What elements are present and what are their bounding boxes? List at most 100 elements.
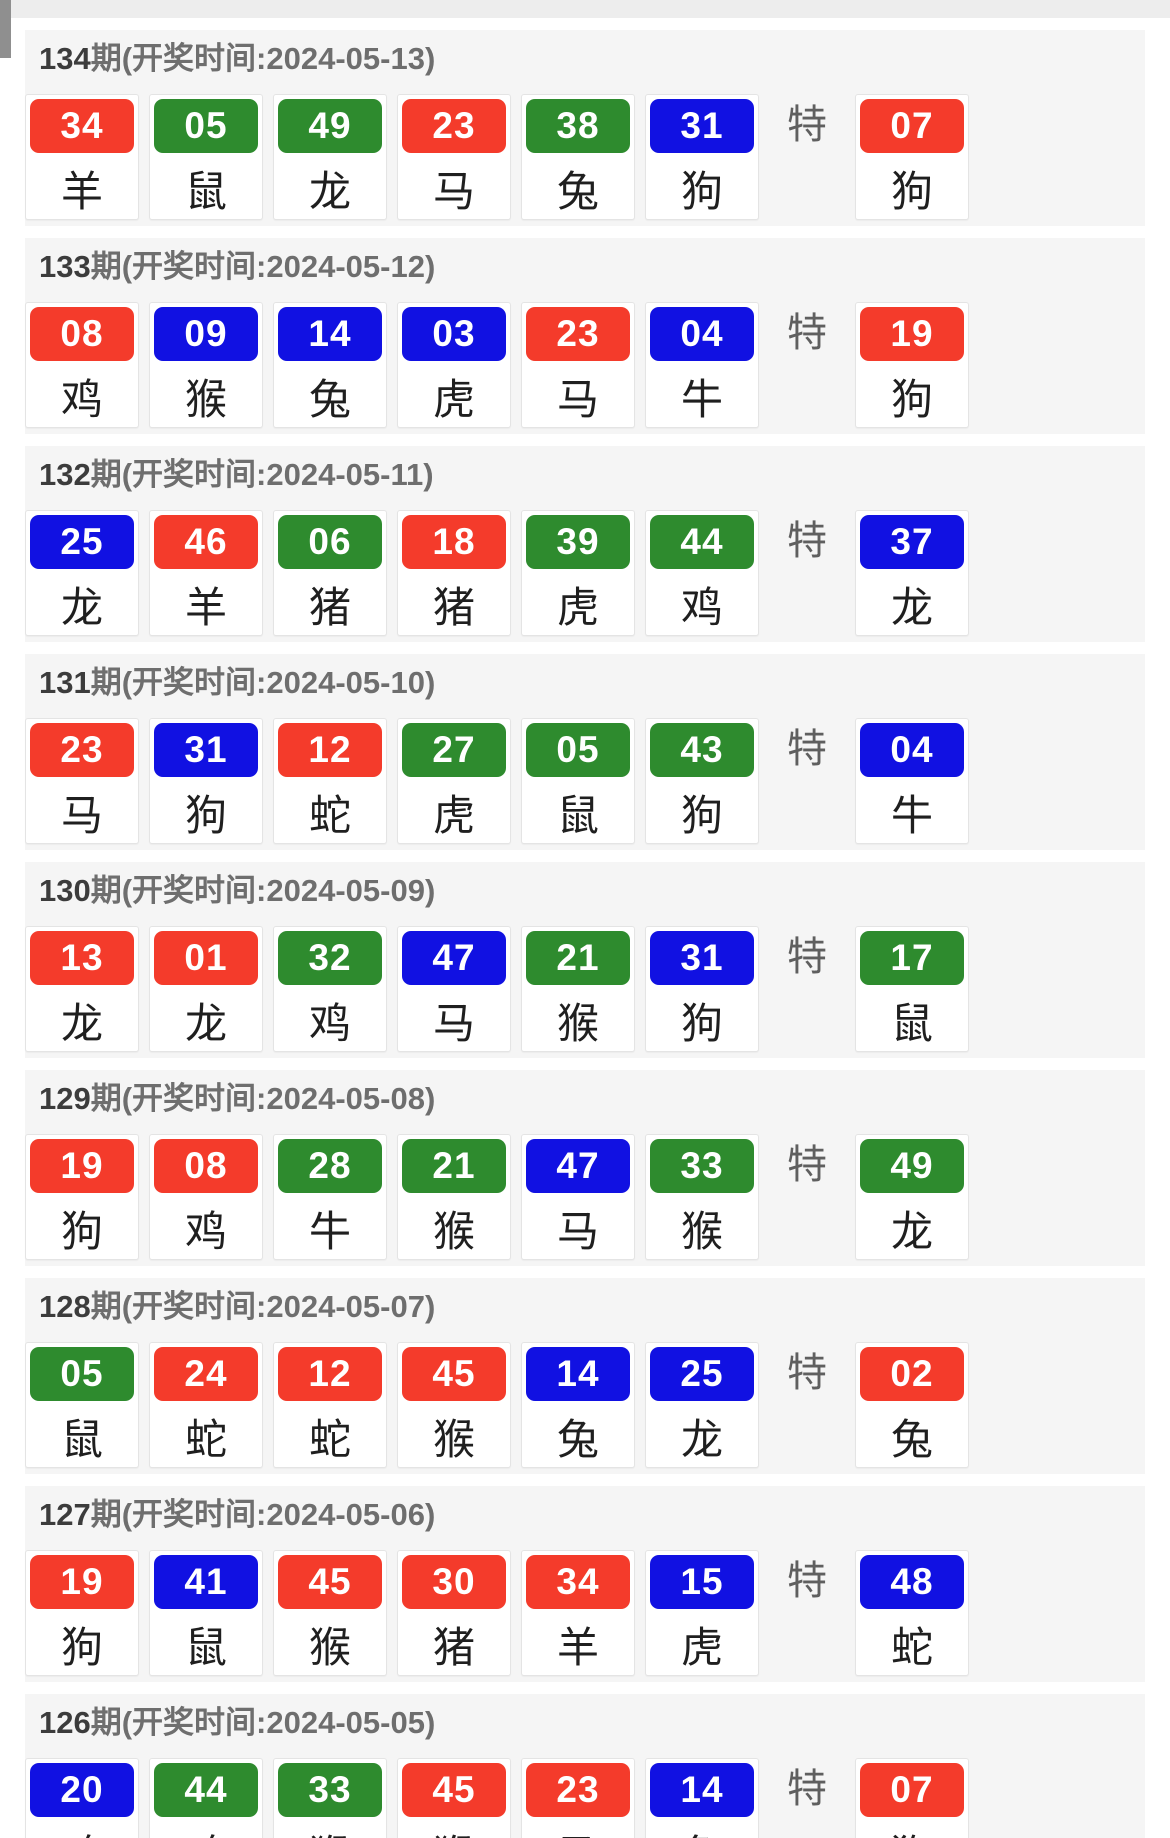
draw-results-list: 134期(开奖时间:2024-05-13) 34 羊 05 鼠 49 龙 23 … xyxy=(25,30,1145,1838)
draw-header: 134期(开奖时间:2024-05-13) xyxy=(25,36,1145,94)
number-cell: 34 羊 xyxy=(25,94,139,220)
number-badge: 33 xyxy=(650,1139,754,1193)
number-badge: 47 xyxy=(402,931,506,985)
number-cell: 30 猪 xyxy=(397,1550,511,1676)
zodiac-label: 龙 xyxy=(308,167,351,215)
draw-time: 期(开奖时间:2024-05-05) xyxy=(90,1705,436,1740)
zodiac-label: 兔 xyxy=(646,1821,758,1838)
draw-time: 期(开奖时间:2024-05-11) xyxy=(90,457,434,492)
number-cell: 21 猴 xyxy=(521,926,635,1052)
zodiac-label: 狗 xyxy=(890,375,933,423)
draw-section: 126期(开奖时间:2024-05-05) 20 鸡 44 鸡 33 猴 45 … xyxy=(25,1694,1145,1838)
period-number: 131 xyxy=(39,665,91,700)
special-separator: 特 xyxy=(769,94,845,154)
number-badge: 19 xyxy=(30,1139,134,1193)
zodiac-label: 龙 xyxy=(680,1415,723,1463)
number-badge: 14 xyxy=(650,1763,754,1817)
number-cell: 17 鼠 xyxy=(855,926,969,1052)
zodiac-label: 猴 xyxy=(308,1623,351,1671)
number-cell: 14 兔 xyxy=(521,1342,635,1468)
number-cell: 14 兔 xyxy=(645,1758,759,1838)
draw-section: 130期(开奖时间:2024-05-09) 13 龙 01 龙 32 鸡 47 … xyxy=(25,862,1145,1058)
number-badge: 05 xyxy=(154,99,258,153)
special-separator: 特 xyxy=(769,302,845,362)
number-cell: 48 蛇 xyxy=(855,1550,969,1676)
number-cell: 15 虎 xyxy=(645,1550,759,1676)
zodiac-label: 猴 xyxy=(432,1207,475,1255)
draw-section: 129期(开奖时间:2024-05-08) 19 狗 08 鸡 28 牛 21 … xyxy=(25,1070,1145,1266)
number-cell: 49 龙 xyxy=(273,94,387,220)
number-badge: 07 xyxy=(860,1763,964,1817)
numbers-row: 23 马 31 狗 12 蛇 27 虎 05 鼠 43 狗 特 04 牛 xyxy=(25,718,1145,844)
number-badge: 34 xyxy=(526,1555,630,1609)
draw-header: 130期(开奖时间:2024-05-09) xyxy=(25,868,1145,926)
draw-section: 133期(开奖时间:2024-05-12) 08 鸡 09 猴 14 兔 03 … xyxy=(25,238,1145,434)
number-badge: 37 xyxy=(860,515,964,569)
number-badge: 14 xyxy=(278,307,382,361)
draw-header: 133期(开奖时间:2024-05-12) xyxy=(25,244,1145,302)
number-badge: 31 xyxy=(650,99,754,153)
number-badge: 21 xyxy=(402,1139,506,1193)
zodiac-label: 蛇 xyxy=(308,791,351,839)
draw-header: 129期(开奖时间:2024-05-08) xyxy=(25,1076,1145,1134)
special-label: 特 xyxy=(787,1143,827,1187)
number-cell: 07 狗 xyxy=(855,1758,969,1838)
zodiac-label: 鸡 xyxy=(308,999,351,1047)
number-badge: 49 xyxy=(278,99,382,153)
zodiac-label: 羊 xyxy=(556,1623,599,1671)
number-cell: 05 鼠 xyxy=(521,718,635,844)
number-cell: 25 龙 xyxy=(25,510,139,636)
number-badge: 05 xyxy=(30,1347,134,1401)
numbers-row: 13 龙 01 龙 32 鸡 47 马 21 猴 31 狗 特 17 鼠 xyxy=(25,926,1145,1052)
number-badge: 44 xyxy=(650,515,754,569)
number-cell: 12 蛇 xyxy=(273,1342,387,1468)
number-cell: 03 虎 xyxy=(397,302,511,428)
number-cell: 14 兔 xyxy=(273,302,387,428)
zodiac-label: 狗 xyxy=(680,791,723,839)
numbers-row: 25 龙 46 羊 06 猪 18 猪 39 虎 44 鸡 特 37 龙 xyxy=(25,510,1145,636)
number-badge: 20 xyxy=(30,1763,134,1817)
number-cell: 04 牛 xyxy=(855,718,969,844)
zodiac-label: 牛 xyxy=(680,375,723,423)
number-cell: 08 鸡 xyxy=(25,302,139,428)
number-badge: 19 xyxy=(30,1555,134,1609)
number-cell: 23 马 xyxy=(521,302,635,428)
number-cell: 31 狗 xyxy=(645,926,759,1052)
number-cell: 46 羊 xyxy=(149,510,263,636)
number-badge: 27 xyxy=(402,723,506,777)
number-cell: 45 猴 xyxy=(397,1758,511,1838)
zodiac-label: 鼠 xyxy=(184,167,227,215)
draw-section: 132期(开奖时间:2024-05-11) 25 龙 46 羊 06 猪 18 … xyxy=(25,446,1145,642)
number-cell: 44 鸡 xyxy=(149,1758,263,1838)
special-label: 特 xyxy=(787,1767,827,1811)
special-label: 特 xyxy=(787,519,827,563)
number-badge: 08 xyxy=(30,307,134,361)
numbers-row: 19 狗 08 鸡 28 牛 21 猴 47 马 33 猴 特 49 龙 xyxy=(25,1134,1145,1260)
scrollbar-fragment xyxy=(0,0,11,58)
zodiac-label: 猴 xyxy=(680,1207,723,1255)
special-separator: 特 xyxy=(769,718,845,778)
number-badge: 03 xyxy=(402,307,506,361)
zodiac-label: 猪 xyxy=(432,1623,475,1671)
draw-header: 127期(开奖时间:2024-05-06) xyxy=(25,1492,1145,1550)
zodiac-label: 猴 xyxy=(398,1821,510,1838)
zodiac-label: 鼠 xyxy=(60,1415,103,1463)
number-badge: 04 xyxy=(860,723,964,777)
number-cell: 02 兔 xyxy=(855,1342,969,1468)
zodiac-label: 虎 xyxy=(556,583,599,631)
top-strip xyxy=(0,0,1170,18)
number-badge: 12 xyxy=(278,1347,382,1401)
number-badge: 34 xyxy=(30,99,134,153)
period-number: 134 xyxy=(39,41,91,76)
zodiac-label: 龙 xyxy=(60,999,103,1047)
zodiac-label: 鸡 xyxy=(150,1821,262,1838)
zodiac-label: 兔 xyxy=(556,1415,599,1463)
number-cell: 24 蛇 xyxy=(149,1342,263,1468)
draw-time: 期(开奖时间:2024-05-13) xyxy=(90,41,436,76)
number-cell: 41 鼠 xyxy=(149,1550,263,1676)
special-separator: 特 xyxy=(769,1758,845,1818)
number-cell: 23 马 xyxy=(25,718,139,844)
zodiac-label: 龙 xyxy=(890,1207,933,1255)
number-badge: 45 xyxy=(402,1347,506,1401)
draw-time: 期(开奖时间:2024-05-08) xyxy=(90,1081,436,1116)
